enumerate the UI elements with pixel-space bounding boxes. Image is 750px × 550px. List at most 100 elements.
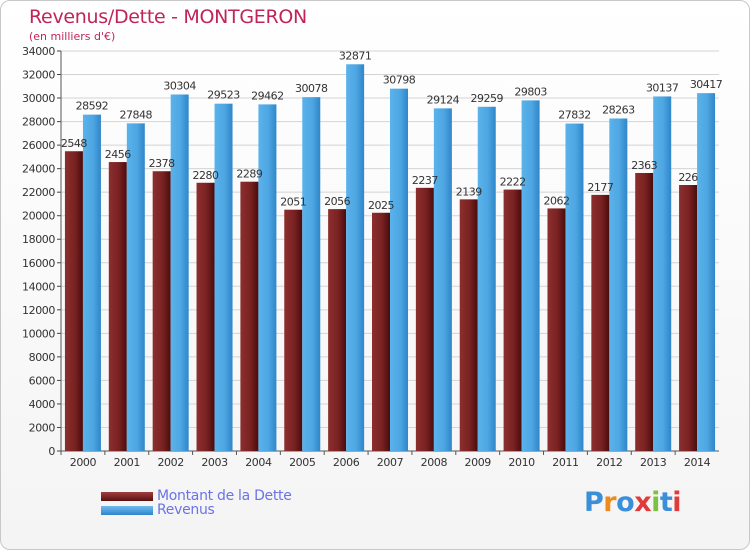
y-tick-label: 16000 (22, 257, 55, 270)
data-label-debt: 2056 (324, 195, 350, 208)
bar-debt (64, 151, 83, 451)
bar-debt (503, 189, 522, 451)
x-tick-label: 2001 (114, 456, 140, 469)
proxiti-logo: Proxiti (584, 487, 682, 518)
bar-debt (284, 209, 303, 451)
x-tick-label: 2005 (289, 456, 316, 469)
data-label-debt: 2548 (61, 137, 87, 150)
data-label-debt: 2237 (412, 174, 438, 187)
logo-letter: t (659, 487, 673, 518)
y-tick-label: 6000 (29, 374, 56, 387)
logo-letter: x (634, 487, 652, 518)
data-label-revenue: 29523 (207, 89, 240, 102)
data-label-revenue: 30417 (690, 78, 723, 91)
bar-revenue (126, 123, 145, 452)
data-label-revenue: 29462 (251, 89, 284, 102)
logo-letter: r (603, 487, 617, 518)
bar-revenue (477, 106, 496, 451)
y-tick-label: 22000 (22, 186, 55, 199)
bar-revenue (302, 97, 321, 451)
bar-revenue (697, 93, 716, 451)
data-label-revenue: 30304 (163, 79, 196, 92)
data-label-revenue: 29803 (514, 85, 547, 98)
data-label-revenue: 32871 (339, 49, 372, 62)
bar-revenue (214, 103, 233, 451)
y-tick-label: 28000 (22, 116, 55, 129)
bar-debt (328, 209, 347, 451)
x-tick-label: 2013 (640, 456, 667, 469)
bar-revenue (653, 96, 672, 452)
legend-label-revenue: Revenus (157, 502, 215, 518)
x-tick-label: 2004 (245, 456, 272, 469)
data-label-debt: 2139 (456, 185, 482, 198)
y-tick-label: 8000 (29, 351, 56, 364)
y-tick-label: 34000 (22, 45, 55, 58)
x-tick-label: 2014 (684, 456, 711, 469)
data-label-revenue: 30798 (383, 74, 416, 87)
logo-letter: o (616, 487, 635, 518)
x-tick-label: 2011 (552, 456, 578, 469)
bar-debt (635, 173, 654, 451)
data-label-revenue: 30078 (295, 82, 328, 95)
data-label-debt: 226 (678, 171, 698, 184)
y-tick-label: 2000 (29, 421, 56, 434)
y-tick-label: 26000 (22, 139, 55, 152)
y-tick-label: 18000 (22, 233, 55, 246)
logo-letter: P (584, 487, 604, 518)
y-tick-label: 4000 (29, 398, 56, 411)
bar-revenue (433, 108, 452, 451)
data-label-revenue: 27832 (558, 109, 591, 122)
y-tick-label: 32000 (22, 69, 55, 82)
data-label-debt: 2289 (236, 168, 262, 181)
bar-debt (459, 199, 478, 451)
data-label-debt: 2177 (587, 181, 613, 194)
data-label-debt: 2378 (149, 157, 175, 170)
logo-letter: i (651, 487, 660, 518)
legend-swatch-revenue (101, 505, 153, 515)
bar-revenue (82, 114, 101, 451)
legend-swatch-debt (101, 491, 153, 501)
chart-subtitle: (en milliers d'€) (29, 30, 116, 43)
bar-debt (152, 171, 171, 451)
legend-item-debt: Montant de la Dette (101, 488, 292, 504)
bar-debt (108, 162, 127, 451)
y-tick-label: 24000 (22, 163, 55, 176)
bar-debt (547, 208, 566, 451)
legend-label-debt: Montant de la Dette (157, 488, 292, 504)
x-tick-label: 2002 (157, 456, 183, 469)
bar-revenue (521, 100, 540, 452)
data-label-debt: 2222 (500, 176, 526, 189)
bar-revenue (609, 118, 628, 452)
bar-debt (196, 182, 215, 451)
bar-debt (372, 212, 390, 451)
bar-revenue (258, 104, 277, 451)
data-label-debt: 2051 (280, 196, 306, 209)
x-tick-label: 2008 (421, 456, 448, 469)
x-tick-label: 2000 (70, 456, 97, 469)
data-label-revenue: 28592 (76, 100, 109, 113)
bar-revenue (346, 64, 365, 451)
data-label-revenue: 27848 (120, 108, 153, 121)
data-label-revenue: 30137 (646, 81, 679, 94)
data-label-revenue: 28263 (602, 103, 635, 116)
data-label-debt: 2025 (368, 199, 394, 212)
y-tick-label: 20000 (22, 210, 55, 223)
bar-revenue (565, 123, 584, 452)
legend-item-revenue: Revenus (101, 502, 215, 518)
x-tick-label: 2006 (333, 456, 360, 469)
bar-debt (415, 187, 434, 451)
logo-letter: i (672, 487, 682, 518)
y-tick-label: 0 (48, 445, 55, 458)
data-label-debt: 2363 (631, 159, 657, 172)
y-tick-label: 10000 (22, 327, 55, 340)
chart-title: Revenus/Dette - MONTGERON (29, 6, 307, 28)
y-tick-label: 30000 (22, 92, 55, 105)
data-label-revenue: 29259 (470, 92, 503, 105)
y-tick-label: 12000 (22, 304, 55, 317)
y-tick-label: 14000 (22, 280, 55, 293)
x-tick-label: 2010 (508, 456, 535, 469)
bar-debt (591, 194, 610, 451)
x-tick-label: 2007 (377, 456, 404, 469)
